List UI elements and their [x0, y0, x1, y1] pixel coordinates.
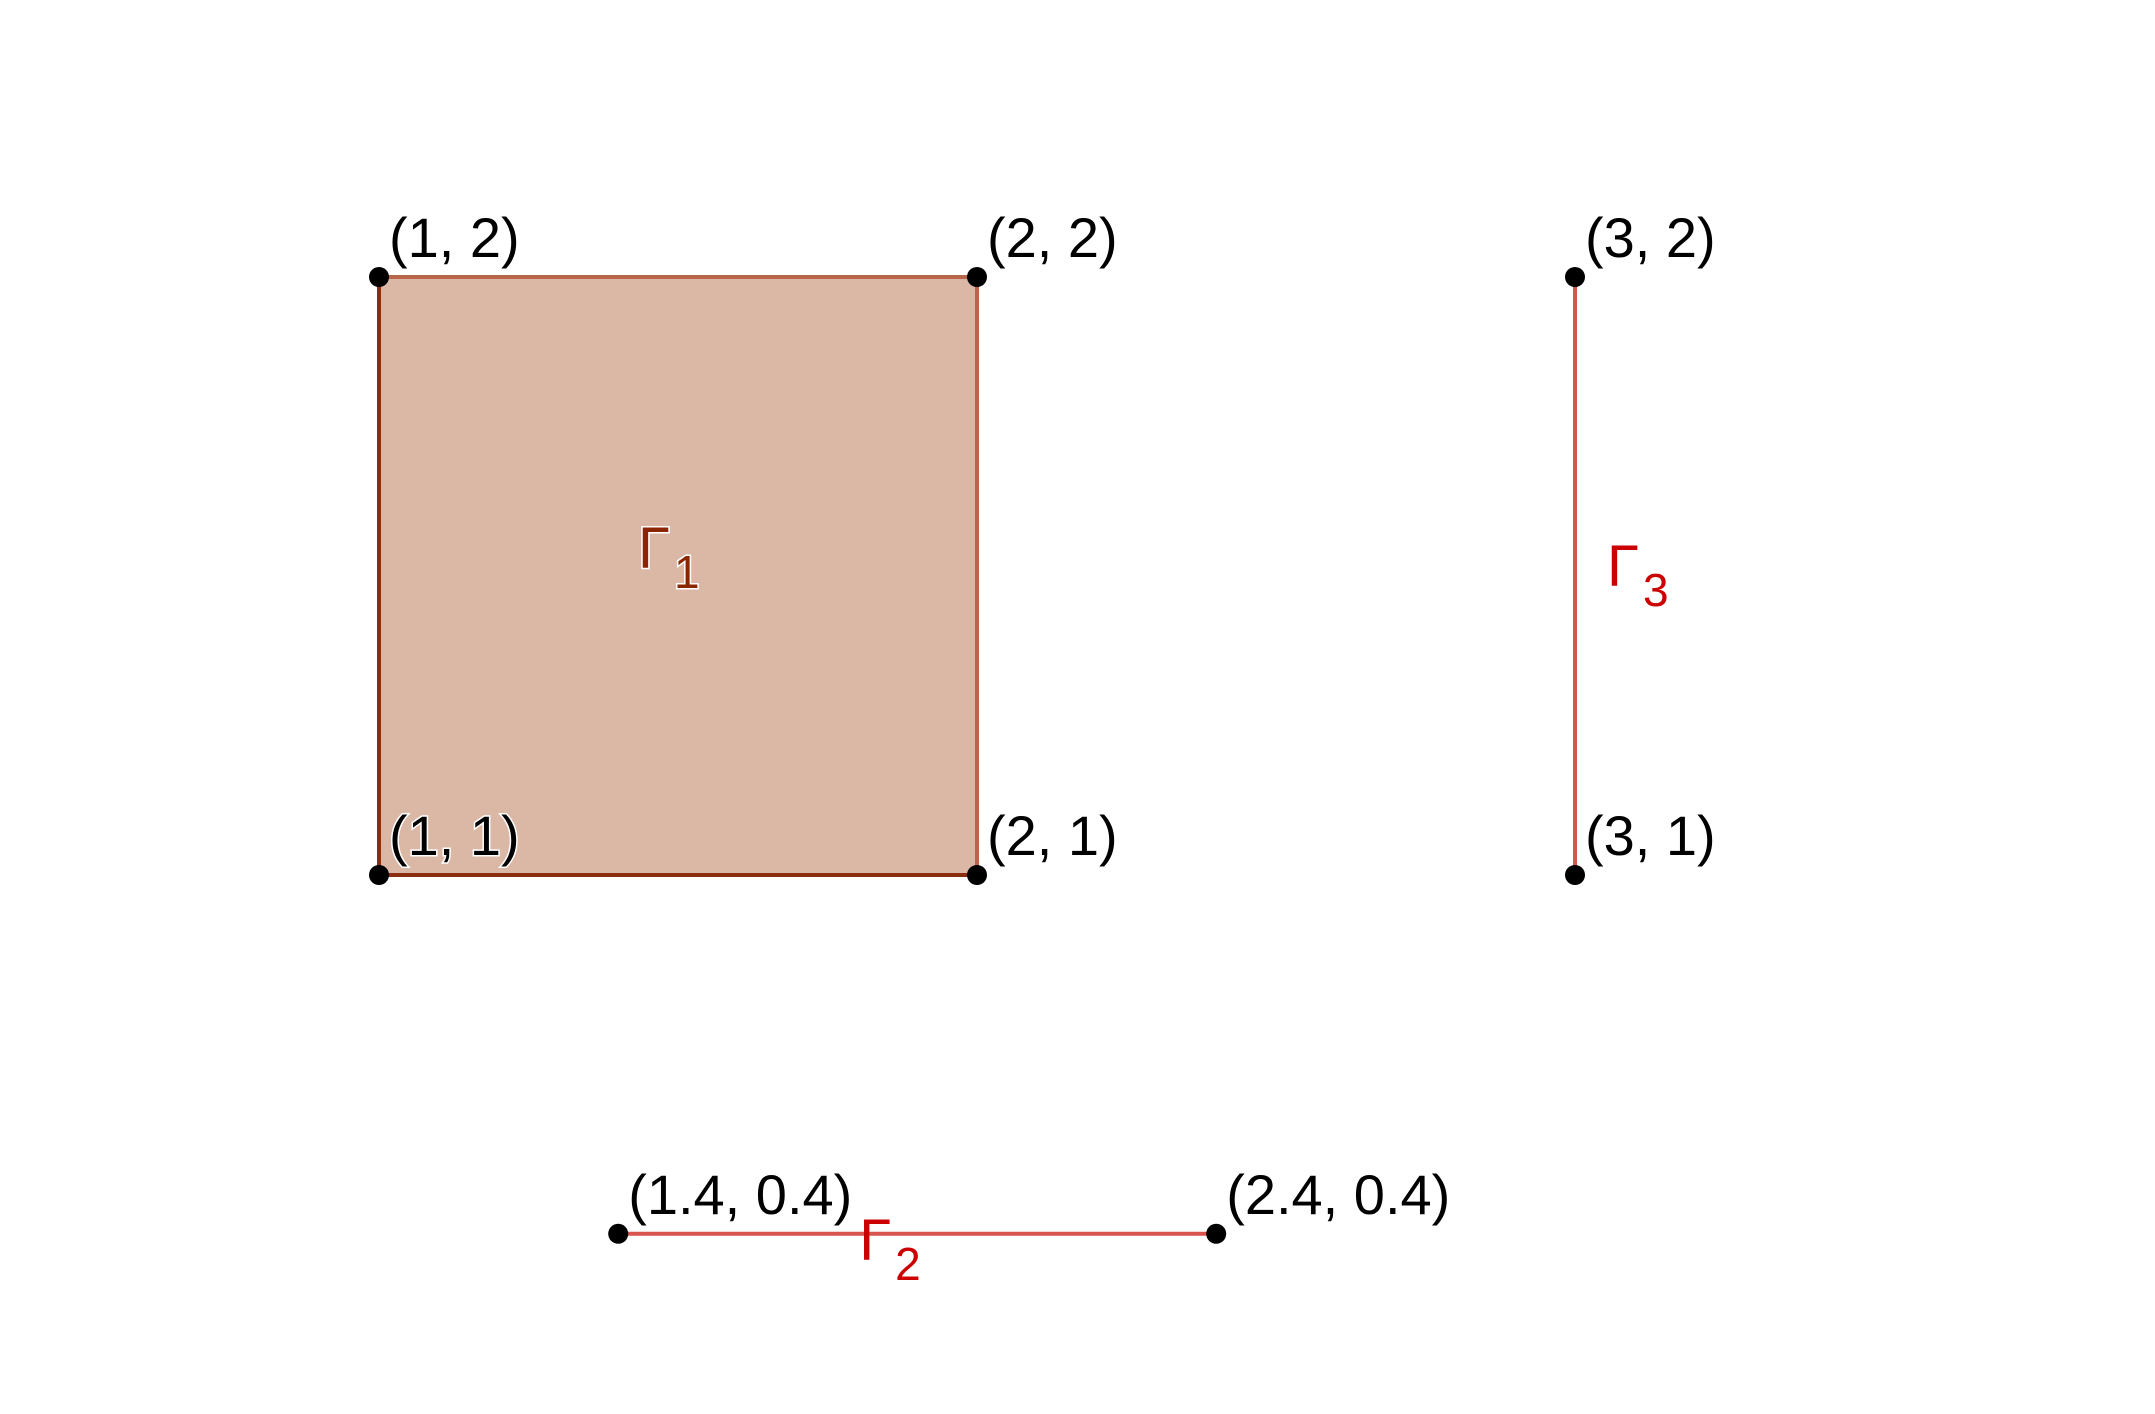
gamma-2-symbol: Γ [859, 1208, 891, 1273]
label-1.4-0.4: (1.4, 0.4) [628, 1163, 852, 1226]
label-3-1: (3, 1) [1585, 804, 1716, 867]
square-gamma-1: Γ1 [377, 275, 979, 877]
square-fill [379, 277, 977, 875]
label-1-2: (1, 2) [389, 206, 520, 269]
segment-gamma-3: Γ3 [1573, 277, 1669, 875]
point-2-1 [967, 865, 987, 885]
points-layer: (1, 2) (2, 2) (1, 1) (2, 1) (3, 2) (3, 1… [369, 206, 1716, 1244]
gamma-2-subscript: 2 [895, 1238, 921, 1290]
point-2.4-0.4 [1206, 1223, 1227, 1244]
label-2.4-0.4: (2.4, 0.4) [1226, 1163, 1450, 1226]
point-1.4-0.4 [608, 1223, 629, 1244]
point-1-2 [369, 267, 389, 287]
point-2-2 [967, 267, 987, 287]
label-1-1: (1, 1) [389, 804, 520, 867]
label-2-2: (2, 2) [987, 206, 1118, 269]
point-3-1 [1565, 865, 1585, 885]
label-2-1: (2, 1) [987, 804, 1118, 867]
gamma-1-label: Γ1 [638, 516, 700, 598]
gamma-3-symbol: Γ [1607, 534, 1639, 599]
gamma-2-label: Γ2 [859, 1208, 921, 1290]
gamma-3-label: Γ3 [1607, 534, 1669, 616]
point-1-1 [369, 865, 389, 885]
gamma-3-subscript: 3 [1643, 564, 1669, 616]
gamma-1-symbol: Γ [638, 516, 670, 581]
point-3-2 [1565, 267, 1585, 287]
label-3-2: (3, 2) [1585, 206, 1716, 269]
segment-gamma-2: Γ2 [618, 1208, 1217, 1290]
gamma-1-subscript: 1 [674, 546, 700, 598]
